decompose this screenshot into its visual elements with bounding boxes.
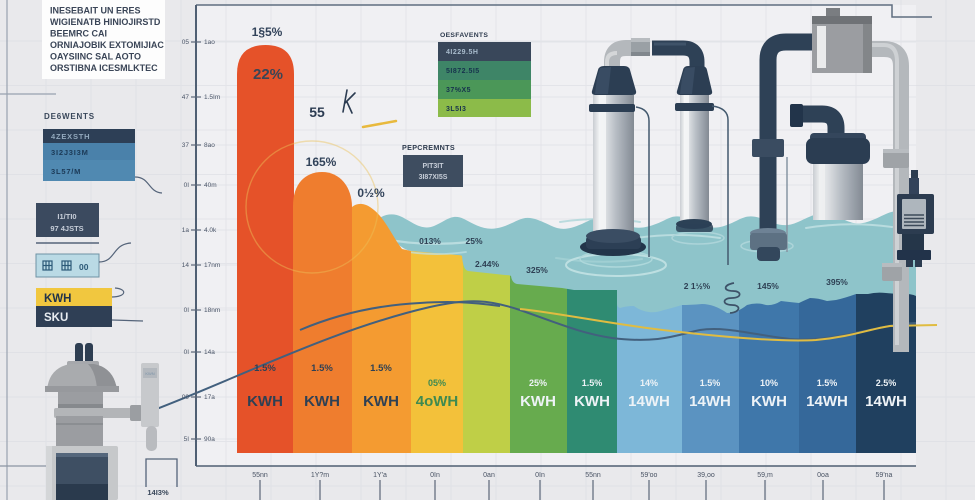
svg-text:KWH: KWH <box>574 393 610 410</box>
svg-text:165%: 165% <box>306 155 337 169</box>
svg-text:14WH: 14WH <box>689 393 731 410</box>
svg-text:1a: 1a <box>182 227 190 234</box>
svg-text:37: 37 <box>182 142 190 149</box>
svg-text:0½%: 0½% <box>357 186 385 200</box>
svg-text:59,m: 59,m <box>757 472 773 479</box>
svg-text:0I: 0I <box>184 307 190 314</box>
svg-text:395%: 395% <box>826 277 848 287</box>
svg-text:013%: 013% <box>419 236 441 246</box>
svg-text:55nn: 55nn <box>252 472 268 479</box>
svg-text:90a: 90a <box>204 436 215 443</box>
svg-text:4oWH: 4oWH <box>416 393 459 410</box>
svg-text:1.5%: 1.5% <box>700 378 721 388</box>
svg-text:4ZEXSTH: 4ZEXSTH <box>51 132 90 141</box>
svg-text:25%: 25% <box>465 236 482 246</box>
svg-text:00: 00 <box>79 262 89 272</box>
svg-text:25%: 25% <box>529 378 547 388</box>
svg-text:40m: 40m <box>204 182 217 189</box>
svg-text:10%: 10% <box>760 378 778 388</box>
svg-text:4.0k: 4.0k <box>204 227 217 234</box>
svg-text:0In: 0In <box>535 472 545 479</box>
svg-text:1.5%: 1.5% <box>370 363 392 374</box>
svg-text:OESFAVENTS: OESFAVENTS <box>440 32 488 39</box>
svg-text:39,oo: 39,oo <box>697 472 715 479</box>
svg-text:3L57/M: 3L57/M <box>51 167 81 176</box>
svg-text:59'na: 59'na <box>876 472 893 479</box>
svg-text:3L5I3: 3L5I3 <box>446 106 466 113</box>
svg-text:3I87XI5S: 3I87XI5S <box>419 174 448 181</box>
svg-text:0I: 0I <box>184 349 190 356</box>
svg-text:2 1½%: 2 1½% <box>684 281 711 291</box>
svg-text:05%: 05% <box>428 378 446 388</box>
svg-text:ORSTIBNA ICESMLKTEC: ORSTIBNA ICESMLKTEC <box>50 63 158 73</box>
svg-text:2.5%: 2.5% <box>876 378 897 388</box>
svg-text:14WH: 14WH <box>806 393 848 410</box>
svg-text:145%: 145% <box>757 281 779 291</box>
svg-text:22%: 22% <box>253 66 283 83</box>
svg-text:PIT3IT: PIT3IT <box>422 163 444 170</box>
svg-text:0oa: 0oa <box>817 472 829 479</box>
svg-text:I1/TI0: I1/TI0 <box>57 212 76 221</box>
svg-text:14I3%: 14I3% <box>147 488 169 497</box>
svg-text:14%: 14% <box>640 378 658 388</box>
svg-text:09: 09 <box>182 394 190 401</box>
svg-text:37%X5: 37%X5 <box>446 87 471 94</box>
svg-text:5I: 5I <box>184 436 190 443</box>
svg-text:WIGIENATB HINIOJIRSTD: WIGIENATB HINIOJIRSTD <box>50 17 161 27</box>
svg-text:KWN: KWN <box>145 371 154 376</box>
svg-text:8ao: 8ao <box>204 142 215 149</box>
svg-text:14WH: 14WH <box>628 393 670 410</box>
svg-text:PEPCREMNTS: PEPCREMNTS <box>402 143 455 152</box>
svg-text:55: 55 <box>309 104 325 120</box>
svg-text:2.44%: 2.44% <box>475 259 500 269</box>
svg-text:1.5%: 1.5% <box>582 378 603 388</box>
svg-text:KWH: KWH <box>363 393 399 410</box>
svg-text:05: 05 <box>182 39 190 46</box>
svg-text:17nm: 17nm <box>204 262 220 269</box>
svg-text:1Y?m: 1Y?m <box>311 472 329 479</box>
svg-text:325%: 325% <box>526 265 548 275</box>
svg-text:SKU: SKU <box>44 312 68 324</box>
svg-text:14WH: 14WH <box>865 393 907 410</box>
svg-text:1.5%: 1.5% <box>311 363 333 374</box>
svg-text:5I872.5I5: 5I872.5I5 <box>446 68 480 75</box>
svg-text:14: 14 <box>182 262 190 269</box>
svg-text:18nm: 18nm <box>204 307 220 314</box>
svg-text:1.5Im: 1.5Im <box>204 94 220 101</box>
svg-text:ORNIAJOBIK EXTOMIJIAC: ORNIAJOBIK EXTOMIJIAC <box>50 40 164 50</box>
svg-text:0an: 0an <box>483 472 495 479</box>
svg-text:KWH: KWH <box>520 393 556 410</box>
svg-text:17a: 17a <box>204 394 215 401</box>
svg-text:1.5%: 1.5% <box>254 363 276 374</box>
svg-text:0I: 0I <box>184 182 190 189</box>
svg-text:1Y'a: 1Y'a <box>373 472 387 479</box>
svg-text:KWH: KWH <box>44 293 71 305</box>
svg-text:14a: 14a <box>204 349 215 356</box>
svg-text:BEEMRC CAI: BEEMRC CAI <box>50 29 107 39</box>
svg-text:INESEBAIT UN ERES: INESEBAIT UN ERES <box>50 6 141 16</box>
svg-text:4I229.5H: 4I229.5H <box>446 49 478 56</box>
svg-text:3I2J3I3M: 3I2J3I3M <box>51 148 89 157</box>
svg-text:1§5%: 1§5% <box>252 25 283 39</box>
svg-text:1ao: 1ao <box>204 39 215 46</box>
svg-text:DE6WENTS: DE6WENTS <box>44 112 95 121</box>
svg-text:KWH: KWH <box>751 393 787 410</box>
svg-text:KWH: KWH <box>247 393 283 410</box>
svg-text:97 4JSTS: 97 4JSTS <box>50 224 83 233</box>
svg-text:55nn: 55nn <box>585 472 601 479</box>
svg-text:59'oo: 59'oo <box>641 472 658 479</box>
svg-text:1.5%: 1.5% <box>817 378 838 388</box>
svg-text:KWH: KWH <box>304 393 340 410</box>
svg-text:OAYSIINC SAL AOTO: OAYSIINC SAL AOTO <box>50 52 141 62</box>
svg-text:47: 47 <box>182 94 190 101</box>
svg-text:0In: 0In <box>430 472 440 479</box>
